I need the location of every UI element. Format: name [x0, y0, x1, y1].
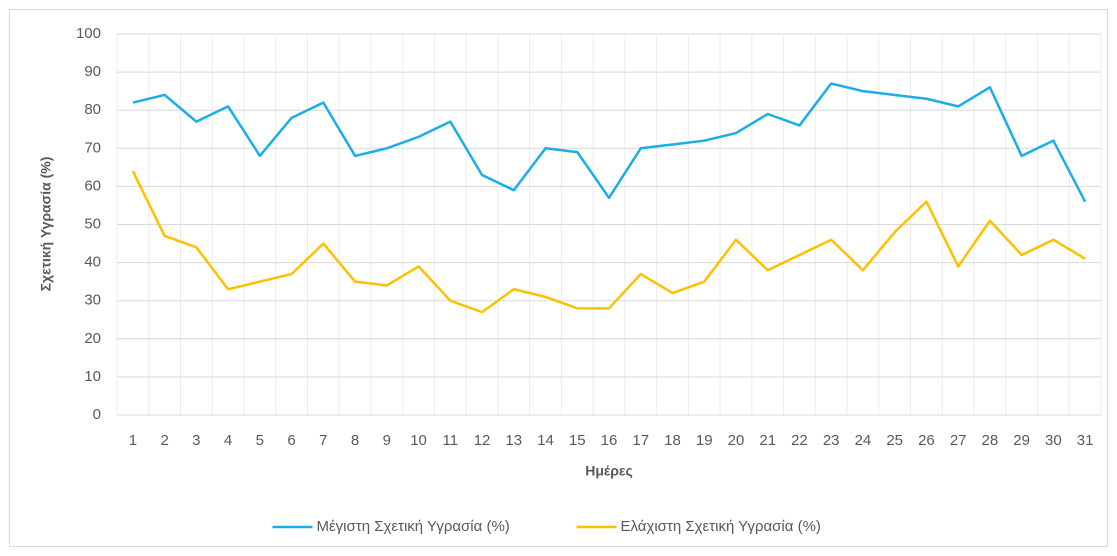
line-series: [131, 170, 1086, 314]
y-axis-title: Σχετική Υγρασία (%): [38, 157, 54, 292]
chart-border: [9, 9, 1108, 547]
y-tick-label: 70: [84, 139, 101, 156]
x-tick-label: 27: [950, 432, 967, 449]
y-tick-label: 10: [84, 368, 101, 385]
y-tick-label: 60: [84, 177, 101, 194]
x-tick-label: 7: [319, 432, 327, 449]
y-tick-label: 20: [84, 330, 101, 347]
x-tick-label: 4: [224, 432, 232, 449]
y-tick-label: 0: [93, 406, 101, 423]
line-series: [132, 82, 1087, 203]
x-tick-label: 17: [632, 432, 649, 449]
x-tick-label: 29: [1013, 432, 1030, 449]
y-tick-label: 30: [84, 292, 101, 309]
x-tick-label: 9: [383, 432, 391, 449]
x-tick-label: 18: [664, 432, 681, 449]
x-tick-label: 2: [160, 432, 168, 449]
x-tick-label: 21: [759, 432, 776, 449]
x-tick-label: 26: [918, 432, 935, 449]
x-tick-label: 11: [443, 432, 459, 449]
x-tick-label: 28: [982, 432, 999, 449]
x-tick-label: 31: [1077, 432, 1094, 449]
x-tick-label: 20: [728, 432, 745, 449]
x-tick-label: 30: [1045, 432, 1062, 449]
y-tick-label: 80: [84, 101, 101, 118]
x-tick-label: 23: [823, 432, 840, 449]
x-tick-label: 19: [696, 432, 713, 449]
y-tick-label: 90: [84, 63, 101, 80]
x-tick-label: 25: [886, 432, 903, 449]
x-tick-label: 14: [537, 432, 554, 449]
x-tick-label: 22: [791, 432, 808, 449]
x-tick-label: 15: [569, 432, 586, 449]
x-tick-label: 1: [129, 432, 137, 449]
x-tick-label: 24: [855, 432, 872, 449]
x-axis-title: Ημέρες: [585, 463, 633, 479]
x-tick-label: 16: [601, 432, 618, 449]
x-tick-label: 12: [474, 432, 491, 449]
y-tick-label: 40: [84, 254, 101, 271]
legend-label: Ελάχιστη Σχετική Υγρασία (%): [621, 518, 821, 535]
legend-label: Μέγιστη Σχετική Υγρασία (%): [317, 518, 510, 535]
y-tick-label: 50: [84, 215, 101, 232]
x-tick-label: 10: [410, 432, 427, 449]
x-tick-label: 6: [287, 432, 295, 449]
x-tick-label: 8: [351, 432, 359, 449]
x-tick-label: 3: [192, 432, 200, 449]
x-tick-label: 13: [505, 432, 522, 449]
x-tick-label: 5: [256, 432, 264, 449]
y-tick-label: 100: [76, 25, 101, 42]
